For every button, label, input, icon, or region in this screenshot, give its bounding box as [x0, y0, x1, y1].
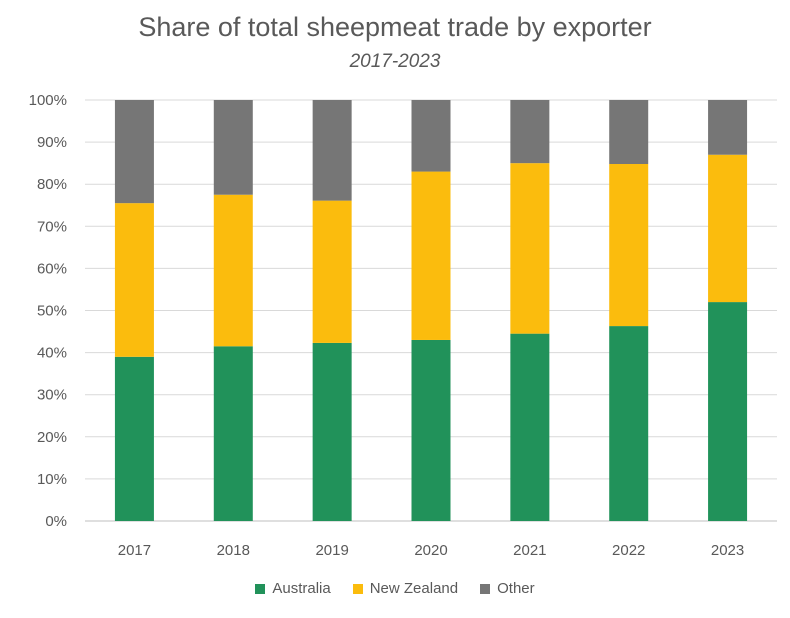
chart-title: Share of total sheepmeat trade by export…	[138, 12, 652, 42]
legend-label-other: Other	[497, 580, 535, 597]
bar-segment-new-zealand	[312, 200, 352, 343]
bar-segment-new-zealand	[411, 171, 451, 340]
legend-label-australia: Australia	[272, 580, 331, 597]
y-tick-label: 80%	[37, 176, 67, 193]
bar-segment-australia	[708, 302, 748, 521]
x-tick-label: 2020	[414, 542, 447, 559]
bar-segment-other	[114, 100, 154, 204]
bar-segment-other	[609, 100, 649, 164]
y-tick-label: 100%	[29, 92, 67, 109]
y-tick-label: 10%	[37, 471, 67, 488]
bar-segment-new-zealand	[609, 163, 649, 327]
bar-segment-australia	[114, 356, 154, 521]
bar-segment-other	[312, 100, 352, 201]
y-tick-label: 30%	[37, 387, 67, 404]
legend-item-australia: Australia	[255, 580, 331, 597]
bar-segment-new-zealand	[510, 163, 550, 334]
x-tick-label: 2023	[711, 542, 744, 559]
bar-segment-other	[708, 100, 748, 155]
legend-swatch-other	[480, 583, 491, 594]
bar-segment-new-zealand	[708, 154, 748, 303]
bar-segment-australia	[510, 333, 550, 521]
legend-item-other: Other	[480, 580, 535, 597]
legend-label-new-zealand: New Zealand	[369, 580, 459, 597]
y-tick-label: 40%	[37, 345, 67, 362]
bar-segment-other	[510, 100, 550, 164]
bar-segment-new-zealand	[114, 203, 154, 357]
x-tick-label: 2019	[315, 542, 348, 559]
y-tick-label: 50%	[37, 303, 67, 320]
legend-swatch-new-zealand	[352, 583, 363, 594]
bar-segment-other	[411, 100, 451, 172]
x-tick-label: 2021	[513, 542, 546, 559]
chart-subtitle: 2017-2023	[349, 51, 441, 72]
x-tick-label: 2017	[118, 542, 151, 559]
x-tick-label: 2022	[612, 542, 645, 559]
y-tick-label: 0%	[45, 513, 67, 530]
bar-segment-australia	[411, 339, 451, 521]
y-tick-label: 90%	[37, 134, 67, 151]
x-tick-label: 2018	[217, 542, 250, 559]
bar-segment-other	[213, 100, 253, 195]
legend-item-new-zealand: New Zealand	[352, 580, 459, 597]
bar-segment-australia	[312, 342, 352, 521]
bar-segment-australia	[609, 326, 649, 521]
legend: Australia New Zealand Other	[0, 580, 790, 597]
y-tick-label: 60%	[37, 260, 67, 277]
bar-segment-new-zealand	[213, 194, 253, 347]
y-tick-label: 70%	[37, 218, 67, 235]
y-tick-label: 20%	[37, 429, 67, 446]
bar-segment-australia	[213, 346, 253, 521]
legend-swatch-australia	[255, 583, 266, 594]
